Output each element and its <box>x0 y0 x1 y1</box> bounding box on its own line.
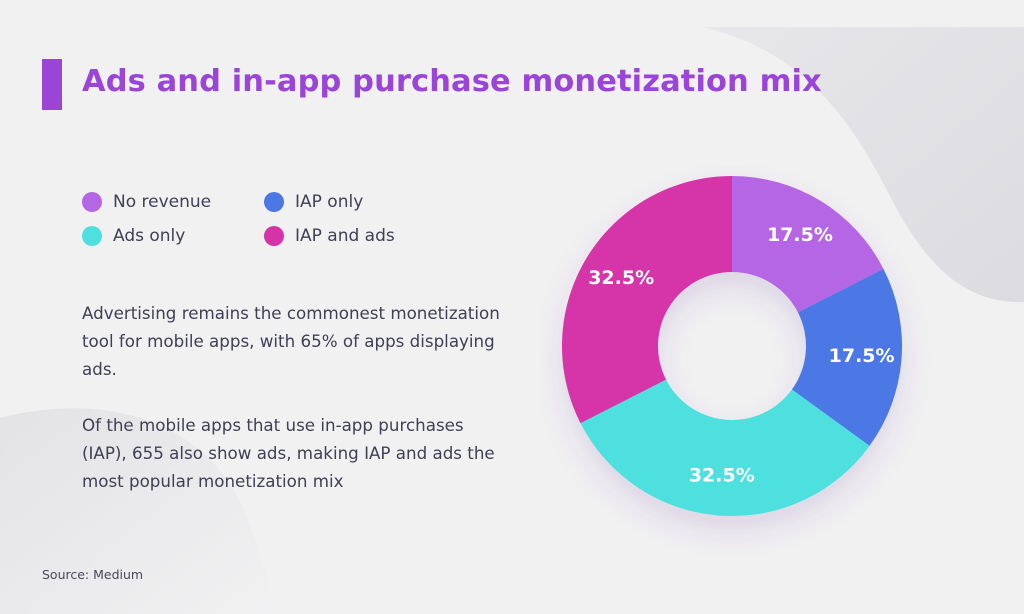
legend-item-iap-only: IAP only <box>264 190 442 214</box>
legend-item-iap-and-ads: IAP and ads <box>264 224 442 248</box>
slice-label-no-revenue: 17.5% <box>767 224 833 246</box>
legend-swatch-no-revenue <box>82 192 102 212</box>
title-accent-bar <box>42 59 62 110</box>
slice-iap-and-ads <box>562 176 732 424</box>
page-title: Ads and in-app purchase monetization mix <box>82 64 822 99</box>
paragraph-iap: Of the mobile apps that use in-app purch… <box>82 415 495 491</box>
chart-legend: No revenue IAP only Ads only IAP and ads <box>82 190 442 248</box>
legend-swatch-iap-and-ads <box>264 226 284 246</box>
legend-swatch-ads-only <box>82 226 102 246</box>
legend-swatch-iap-only <box>264 192 284 212</box>
legend-label-iap-only: IAP only <box>295 192 364 212</box>
slice-label-iap-and-ads: 32.5% <box>588 267 654 289</box>
bottom-left-curve <box>0 408 278 614</box>
slice-label-ads-only: 32.5% <box>689 465 755 487</box>
slice-no-revenue <box>732 176 884 313</box>
legend-item-ads-only: Ads only <box>82 224 264 248</box>
slice-label-iap-only: 17.5% <box>829 345 895 367</box>
top-right-curve <box>702 27 1024 303</box>
legend-label-iap-and-ads: IAP and ads <box>295 226 395 246</box>
source-note: Source: Medium <box>42 567 144 582</box>
legend-label-ads-only: Ads only <box>113 226 186 246</box>
legend-item-no-revenue: No revenue <box>82 190 264 214</box>
slice-iap-only <box>791 268 902 446</box>
paragraph-advertising: Advertising remains the commonest moneti… <box>82 303 500 379</box>
slice-ads-only <box>580 379 870 516</box>
donut-chart: 17.5% 17.5% 32.5% 32.5% <box>562 176 902 516</box>
description-text: Advertising remains the commonest moneti… <box>82 299 512 495</box>
legend-label-no-revenue: No revenue <box>113 192 212 212</box>
